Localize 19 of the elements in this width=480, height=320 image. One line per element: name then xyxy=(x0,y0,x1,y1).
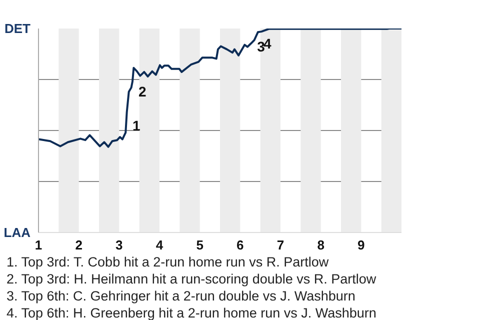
annotation: 3 xyxy=(257,38,266,55)
x-tick-label: 8 xyxy=(317,238,324,252)
x-tick-label: 6 xyxy=(236,238,244,252)
text: 1. Top 3rd: T. Cobb hit a 2-run home run vs R. Partlow xyxy=(6,254,329,270)
text: 4. Top 6th: H. Greenberg hit a 2-run home run vs J. Washburn xyxy=(6,306,376,320)
x-tick-label: 5 xyxy=(196,238,204,252)
x-tick-label: 1 xyxy=(34,238,42,252)
text: 2. Top 3rd: H. Heilmann hit a run-scoring double vs R. Partlow xyxy=(6,272,376,286)
annotation: 1 xyxy=(132,117,140,134)
text: LAA xyxy=(4,225,32,240)
x-tick-label: 3 xyxy=(116,238,123,252)
x-tick-label: 7 xyxy=(276,238,284,252)
x-tick-label: 9 xyxy=(358,238,365,252)
x-tick-label: 2 xyxy=(75,238,82,252)
annotation: 4 xyxy=(264,36,272,52)
text: DET xyxy=(4,21,31,36)
annotation: 2 xyxy=(138,84,147,100)
x-tick-label: 4 xyxy=(156,238,164,252)
text: 3. Top 6th: C. Gehringer hit a 2-run double vs J. Washburn xyxy=(6,288,356,304)
